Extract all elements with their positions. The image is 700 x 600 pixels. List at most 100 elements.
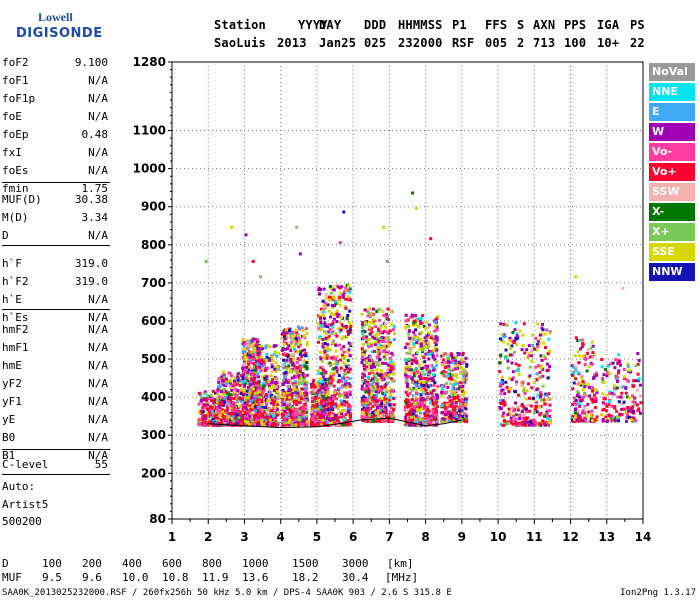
echo-point — [274, 381, 277, 384]
echo-point — [408, 398, 412, 402]
echo-point — [363, 379, 367, 383]
echo-point — [542, 422, 546, 426]
echo-point — [229, 387, 233, 391]
echo-point — [384, 336, 388, 340]
echo-point — [529, 404, 533, 408]
echo-point — [256, 423, 260, 427]
echo-point — [266, 382, 269, 386]
echo-point — [412, 374, 416, 378]
echo-point — [570, 364, 574, 368]
echo-point — [455, 415, 459, 418]
echo-point — [459, 372, 462, 375]
echo-point — [407, 357, 411, 361]
echo-point — [321, 392, 325, 396]
echo-point — [332, 339, 336, 343]
echo-point — [318, 419, 322, 423]
echo-point — [302, 397, 306, 401]
echo-point — [347, 409, 351, 413]
echo-point — [342, 399, 346, 403]
echo-point — [239, 414, 243, 418]
echo-point — [375, 310, 379, 314]
echo-point — [404, 416, 408, 419]
echo-point — [262, 381, 265, 385]
echo-point — [294, 349, 298, 353]
echo-point — [464, 407, 468, 411]
echo-point — [289, 412, 293, 416]
echo-point — [361, 399, 365, 403]
echo-point — [521, 409, 525, 413]
echo-point — [326, 399, 330, 403]
echo-point — [515, 332, 519, 336]
echo-point — [465, 377, 469, 381]
echo-point — [422, 404, 426, 408]
echo-point — [514, 321, 518, 325]
echo-point — [459, 381, 463, 385]
echo-point — [427, 377, 431, 381]
echo-point — [285, 347, 289, 351]
echo-point — [270, 355, 274, 359]
echo-point — [412, 409, 416, 413]
echo-point — [386, 307, 390, 311]
echo-point — [280, 399, 284, 403]
echo-point — [272, 344, 276, 348]
echo-point — [336, 327, 340, 331]
echo-point — [343, 368, 347, 372]
header-values-6: 005 — [485, 36, 508, 50]
echo-point — [260, 383, 264, 387]
echo-point — [256, 352, 260, 356]
echo-point — [304, 354, 308, 358]
echo-point — [268, 418, 272, 422]
echo-point — [294, 394, 298, 398]
echo-point — [422, 366, 426, 370]
echo-point — [241, 377, 245, 381]
echo-point — [435, 353, 439, 357]
echo-point — [463, 390, 467, 394]
echo-point — [284, 335, 288, 339]
echo-point — [304, 389, 308, 393]
param-label: yE — [2, 413, 16, 426]
echo-point — [365, 335, 369, 339]
echo-point — [433, 381, 437, 385]
echo-point — [292, 345, 296, 349]
echo-point — [290, 423, 294, 427]
echo-point — [392, 396, 396, 400]
echo-point — [342, 403, 346, 406]
param-value: 1.75 — [81, 182, 109, 195]
param-label: h`Es — [2, 311, 29, 324]
echo-point — [452, 368, 456, 372]
echo-point — [338, 392, 342, 396]
echo-point — [379, 389, 383, 393]
echo-point — [413, 333, 417, 337]
echo-point — [294, 408, 298, 412]
echo-point — [406, 318, 410, 322]
echo-point — [320, 413, 324, 417]
echo-point — [340, 402, 344, 406]
echo-point — [341, 356, 345, 360]
echo-point — [223, 422, 227, 426]
echo-point — [367, 396, 371, 400]
echo-point — [346, 297, 350, 301]
echo-point — [412, 330, 416, 334]
echo-point — [214, 413, 218, 417]
echo-point — [433, 406, 437, 410]
echo-point — [540, 358, 544, 362]
echo-point — [274, 361, 278, 365]
echo-point — [254, 344, 258, 348]
echo-point — [284, 415, 288, 419]
y-tick-label: 700 — [141, 276, 166, 290]
echo-point — [431, 379, 435, 383]
echo-point — [454, 362, 458, 366]
echo-point — [249, 404, 253, 408]
echo-point — [548, 414, 552, 418]
echo-point — [226, 398, 230, 402]
echo-point — [305, 367, 309, 371]
echo-point — [343, 383, 347, 387]
echo-point — [314, 420, 318, 424]
echo-point — [574, 402, 578, 406]
echo-point — [337, 390, 341, 393]
echo-point — [228, 371, 232, 375]
echo-point — [222, 383, 226, 387]
echo-point — [348, 377, 352, 380]
echo-point — [220, 410, 224, 414]
echo-point — [548, 421, 552, 425]
